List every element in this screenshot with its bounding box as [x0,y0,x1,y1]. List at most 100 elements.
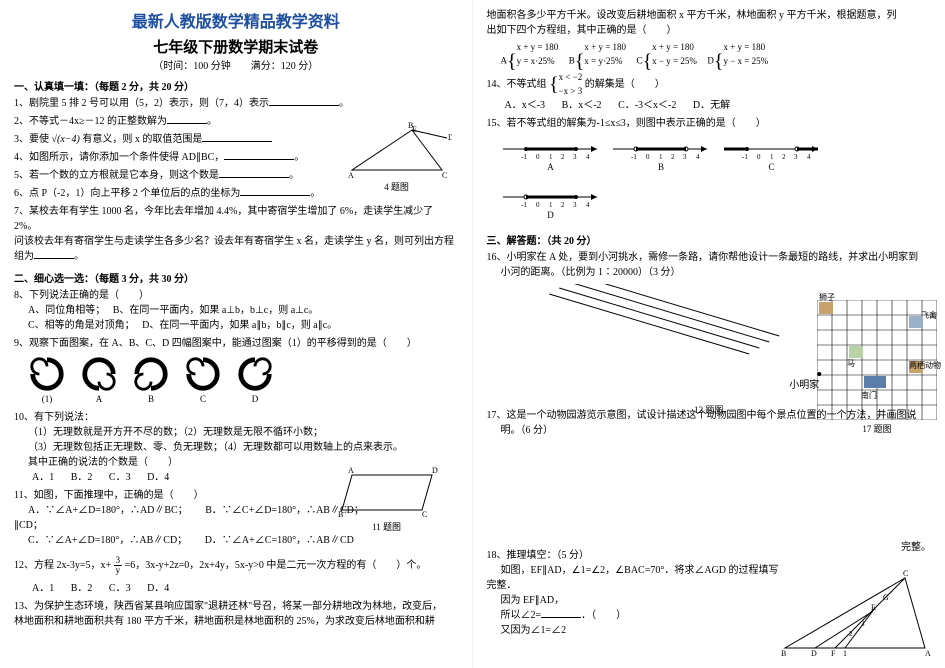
grid-label-lion: 狮子 [819,292,835,303]
q9-label-a: A [80,393,118,407]
q13-opt-d: D{x + y = 180y − x = 25% [707,41,768,68]
svg-text:3: 3 [573,201,577,209]
triangle-icon: A B C D E [342,120,452,180]
svg-text:0: 0 [536,153,540,161]
q13-options: A{x + y = 180y = x·25% B{x + y = 180x = … [487,41,932,68]
svg-text:1: 1 [843,649,847,658]
q10a: （1）无理数就是开方开不尽的数；（2）无理数是无限不循环小数； [14,425,458,440]
q13-opt-a: A{x + y = 180y = x·25% [501,41,559,68]
blank [224,150,294,160]
q7b: 问该校去年有寄宿学生与走读学生各多少名？设去年有寄宿学生 x 名，走读学生 y … [14,236,454,262]
svg-text:-1: -1 [742,153,748,161]
svg-text:-1: -1 [521,153,527,161]
q8: 8、下列说法正确的是（ ） A、同位角相等； B、在同一平面内，如果 a⊥b，b… [14,288,458,333]
svg-text:1: 1 [659,153,663,161]
numberline-d: -101234 D [501,183,601,223]
blank [167,114,207,124]
q8-opt-c: C、相等的角是对顶角； [28,320,130,331]
q1: 1、剧院里 5 排 2 号可以用（5，2）表示，则（7，4）表示。 [14,96,458,111]
q9-swirl-a: A [80,355,118,407]
svg-text:3: 3 [861,620,865,628]
q9-swirl-1: (1) [28,355,66,407]
q13c: 地面积各多少平方千米。设改变后耕地面积 x 平方千米，林地面积 y 平方千米，根… [487,8,932,23]
q1-text: 1、剧院里 5 排 2 号可以用（5，2）表示，则（7，4）表示 [14,98,269,109]
svg-text:1: 1 [770,153,774,161]
svg-text:0: 0 [757,153,761,161]
exam-title: 七年级下册数学期末试卷 [14,36,458,57]
parallelogram-icon: A D B C [332,465,442,520]
blank [202,132,272,142]
svg-text:C: C [442,171,447,180]
q4-figure: A B C D E 4 题图 [342,120,452,193]
q12a: 12、方程 2x-3y=5，x+ [14,559,111,570]
q13b: 林地面积和耕地面积共有 180 平方千米，耕地面积是林地面积的 25%，为求改变… [14,614,458,629]
right-column: 地面积各多少平方千米。设改变后耕地面积 x 平方千米，林地面积 y 平方千米，根… [473,0,945,668]
period: 。 [207,116,217,127]
svg-text:-1: -1 [521,201,527,209]
q10b: （3）无理数包括正无理数、零、负无理数；（4）无理数都可以用数轴上的点来表示。 [14,440,458,455]
blank [240,186,310,196]
svg-text:3: 3 [794,153,798,161]
svg-text:4: 4 [586,153,590,161]
q14-opt-a: A．x＜-3 [505,100,546,111]
svg-text:2: 2 [782,153,786,161]
brace-icon: { [549,74,559,96]
section-1-title: 一、认真填一填：（每题 2 分，共 20 分） [14,78,458,93]
q14-tail: 的解集是（ ） [585,79,665,90]
svg-text:小明家: 小明家 [789,378,819,391]
numberline-b: -101234 B [611,135,711,175]
svg-text:C: C [903,569,908,578]
q13-cont: 地面积各多少平方千米。设改变后耕地面积 x 平方千米，林地面积 y 平方千米，根… [487,8,932,38]
q9-swirl-b: B [132,355,170,407]
q9-swirl-d: D [236,355,274,407]
svg-text:0: 0 [646,153,650,161]
q9: 9、观察下面图案，在 A、B、C、D 四幅图案中，能通过图案（1）的平移得到的是… [14,336,458,407]
q14-opt-d: D．无解 [693,100,730,111]
grid-label-bird: 飞禽 [921,310,937,321]
q16b: 小河的距离。（比例为 1∶20000）（3 分） [487,265,932,280]
grid-label-horse: 马 [847,358,855,369]
svg-text:B: B [781,649,786,658]
q18-complete: 完整。 [901,538,931,553]
svg-text:3: 3 [683,153,687,161]
q15: 15、若不等式组的解集为-1≤x≤3，则图中表示正确的是（ ） -101234 … [487,116,932,226]
q10-stem: 10、有下列说法： [14,410,458,425]
q12-opt-d: D．4 [147,583,169,594]
blank [541,608,581,618]
svg-text:2: 2 [561,153,565,161]
grid-label-amphibian: 两栖动物 [909,360,941,371]
svg-text:3: 3 [573,153,577,161]
q18f: （ ） [591,610,626,621]
q12-opt-c: C．3 [109,583,131,594]
svg-text:E: E [871,603,876,612]
q10-opt-c: C．3 [109,472,131,483]
numberline-c: -101234 C [722,135,822,175]
svg-text:E: E [412,125,417,134]
q11-figure: A D B C 11 题图 [332,465,442,533]
q9-label-c: C [184,393,222,407]
q13a: 13、为保护生态环境，陕西省某县响应国家"退耕还林"号召，将某一部分耕地改为林地… [14,599,458,614]
svg-text:1: 1 [549,153,553,161]
q13-top: 13、为保护生态环境，陕西省某县响应国家"退耕还林"号召，将某一部分耕地改为林地… [14,599,458,629]
blank [34,249,74,259]
q8-opt-d: D、在同一平面内，如果 a∥b，b∥c，则 a∥c。 [142,320,337,331]
numberline-a: -101234 A [501,135,601,175]
svg-text:C: C [422,510,427,519]
svg-text:A: A [925,649,931,658]
blank [219,168,289,178]
svg-text:D: D [432,466,438,475]
section-2-title: 二、细心选一选：（每题 3 分，共 30 分） [14,270,458,285]
q3a: 3、要使 [14,134,49,145]
q8-stem: 8、下列说法正确的是（ ） [14,288,458,303]
q11-fig-label: 11 题图 [332,520,442,533]
grid-label-gate: 南门 [861,390,877,401]
q8-opt-b: B、在同一平面内，如果 a⊥b，b⊥c，则 a⊥c。 [113,305,319,316]
svg-text:4: 4 [696,153,700,161]
svg-text:4: 4 [807,153,811,161]
q16a: 16、小明家在 A 处，要到小河挑水，需修一条路，请你帮他设计一条最短的路线，并… [487,250,932,265]
q18-stem: 18、推理填空：（5 分） [487,548,932,563]
svg-text:D: D [448,133,452,142]
svg-text:A: A [348,466,354,475]
q5-text: 5、若一个数的立方根就是它本身，则这个数是 [14,170,219,181]
q11-opt-a: A．∵∠A+∠D=180°，∴AD∥BC； [28,505,183,516]
